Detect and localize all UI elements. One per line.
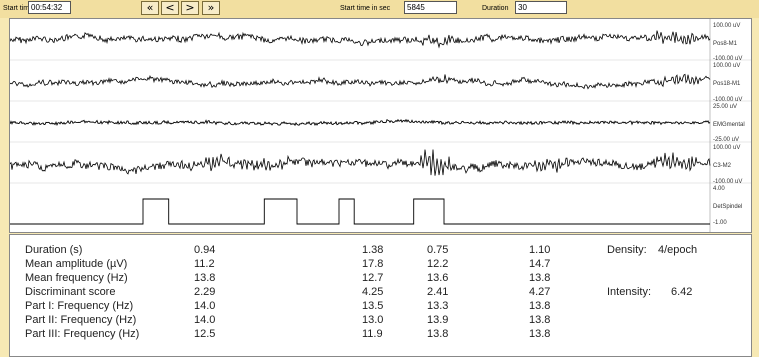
result-value: 11.2 xyxy=(194,258,215,270)
result-row: Duration (s) 0.94 1.38 0.75 1.10 Density… xyxy=(10,244,751,257)
spindle-results-panel: Duration (s) 0.94 1.38 0.75 1.10 Density… xyxy=(9,234,752,357)
result-row: Part II: Frequency (Hz) 14.0 13.0 13.9 1… xyxy=(10,314,751,327)
result-value: 2.41 xyxy=(427,286,449,298)
signal-traces-panel[interactable]: 100.00 uV Pos8-M1 -100.00 uV 100.00 uV P… xyxy=(9,18,752,233)
result-value: 0.94 xyxy=(194,244,216,256)
result-value: 13.8 xyxy=(529,328,551,340)
start-sec-input[interactable]: 5845 xyxy=(404,1,457,14)
duration-input[interactable]: 30 xyxy=(515,1,567,14)
result-label: Part III: Frequency (Hz) xyxy=(25,328,140,340)
traces-svg xyxy=(10,19,751,232)
step-forward-button[interactable]: > xyxy=(181,1,199,15)
result-value: 4.27 xyxy=(529,286,551,298)
result-value: 1.38 xyxy=(362,244,384,256)
result-value: 13.8 xyxy=(427,328,449,340)
duration-label: Duration xyxy=(482,5,509,12)
channel-name-c3: C3-M2 xyxy=(713,163,732,169)
step-back-button[interactable]: < xyxy=(161,1,179,15)
result-value: 14.7 xyxy=(529,258,551,270)
result-row: Mean frequency (Hz) 13.8 12.7 13.6 13.8 xyxy=(10,272,751,285)
result-label: Mean amplitude (µV) xyxy=(25,258,128,270)
result-value: 14.0 xyxy=(194,314,216,326)
scale-bottom-emg: -25.00 uV xyxy=(713,137,740,143)
jump-forward-button[interactable]: » xyxy=(202,1,220,15)
trace-c3-m2 xyxy=(10,149,711,176)
scale-top-detspindel: 4.00 xyxy=(713,186,725,192)
jump-back-button[interactable]: « xyxy=(141,1,159,15)
result-value: 4.25 xyxy=(362,286,384,298)
result-value: 13.8 xyxy=(529,300,551,312)
result-value: 13.3 xyxy=(427,300,449,312)
scale-bottom-pos8: -100.00 uV xyxy=(713,56,743,62)
result-value: 13.8 xyxy=(529,272,551,284)
intensity-value: 6.42 xyxy=(671,286,693,298)
channel-name-pos8: Pos8-M1 xyxy=(713,41,738,47)
result-row: Part I: Frequency (Hz) 14.0 13.5 13.3 13… xyxy=(10,300,751,313)
result-label: Mean frequency (Hz) xyxy=(25,272,128,284)
intensity-label: Intensity: xyxy=(607,286,652,298)
channel-name-detspindel: DetSpindel xyxy=(713,204,743,210)
scale-top-emg: 25.00 uV xyxy=(713,104,738,110)
result-label: Duration (s) xyxy=(25,244,83,256)
result-label: Part II: Frequency (Hz) xyxy=(25,314,137,326)
scale-top-c3: 100.00 uV xyxy=(713,145,741,151)
result-value: 12.5 xyxy=(194,328,216,340)
result-row: Part III: Frequency (Hz) 12.5 11.9 13.8 … xyxy=(10,328,751,341)
result-value: 0.75 xyxy=(427,244,449,256)
result-value: 1.10 xyxy=(529,244,551,256)
result-row: Discriminant score 2.29 4.25 2.41 4.27 I… xyxy=(10,286,751,299)
scale-top-pos8: 100.00 uV xyxy=(713,23,741,29)
trace-pos18-m1 xyxy=(10,73,711,90)
scale-bottom-detspindel: -1.00 xyxy=(713,220,727,226)
density-value: 4/epoch xyxy=(658,244,698,256)
result-value: 13.8 xyxy=(529,314,551,326)
trace-pos8-m1 xyxy=(10,30,711,49)
result-label: Part I: Frequency (Hz) xyxy=(25,300,134,312)
result-value: 11.9 xyxy=(362,328,383,340)
start-time-label: Start time xyxy=(3,5,33,12)
trace-detspindel xyxy=(10,198,710,225)
toolbar: Start time 00:54:32 « < > » Start time i… xyxy=(0,0,759,18)
channel-name-pos18: Pos18-M1 xyxy=(713,81,741,87)
result-value: 12.7 xyxy=(362,272,384,284)
scale-top-pos18: 100.00 uV xyxy=(713,63,741,69)
result-value: 13.9 xyxy=(427,314,449,326)
result-value: 13.0 xyxy=(362,314,384,326)
result-row: Mean amplitude (µV) 11.2 17.8 12.2 14.7 xyxy=(10,258,751,271)
result-value: 13.6 xyxy=(427,272,449,284)
result-value: 14.0 xyxy=(194,300,216,312)
density-label: Density: xyxy=(607,244,647,256)
result-value: 13.5 xyxy=(362,300,384,312)
result-value: 13.8 xyxy=(194,272,216,284)
trace-emgmental xyxy=(10,118,711,127)
result-value: 2.29 xyxy=(194,286,216,298)
result-value: 12.2 xyxy=(427,258,449,270)
start-time-input[interactable]: 00:54:32 xyxy=(28,1,71,14)
channel-name-emg: EMGmental xyxy=(713,122,745,128)
scale-bottom-pos18: -100.00 uV xyxy=(713,97,743,103)
result-label: Discriminant score xyxy=(25,286,116,298)
start-sec-label: Start time in sec xyxy=(340,5,391,12)
result-value: 17.8 xyxy=(362,258,384,270)
scale-bottom-c3: -100.00 uV xyxy=(713,179,743,185)
